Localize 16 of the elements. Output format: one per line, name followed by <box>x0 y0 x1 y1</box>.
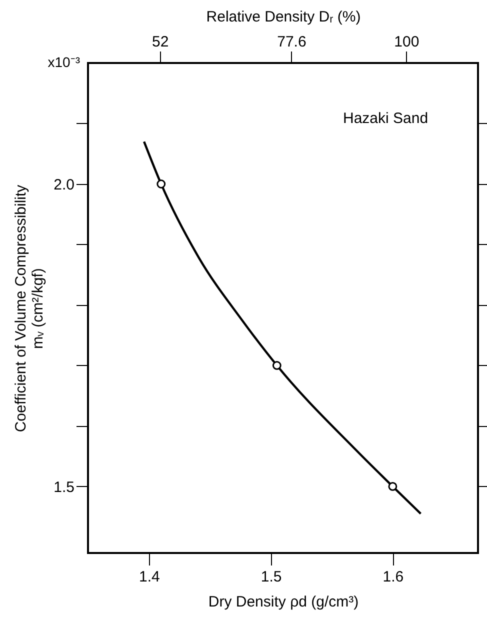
text: x10⁻³ <box>48 54 80 70</box>
x-tick-label: 1.6 <box>382 568 404 586</box>
y-axis-title: Coefficient of Volume Compressibility mᵥ (cm²/kgf) <box>12 184 47 432</box>
x2-tick-label: 77.6 <box>277 34 306 50</box>
x2-axis-title: Relative Density Dᵣ (%) <box>206 8 361 26</box>
line-series <box>142 140 422 515</box>
point <box>272 361 282 370</box>
x-tick-label: 1.4 <box>139 568 160 586</box>
x2-tick-label: 52 <box>152 34 169 50</box>
x-tick-label: 1.5 <box>260 568 282 586</box>
y-tick-label: 2.0 <box>54 176 74 194</box>
x2-tick-label: 100 <box>394 34 420 50</box>
x-axis-title: Dry Density ρd (g/cm³) <box>208 594 359 610</box>
point <box>156 180 166 188</box>
point <box>388 482 398 491</box>
annotation: Hazaki Sand <box>343 110 428 127</box>
